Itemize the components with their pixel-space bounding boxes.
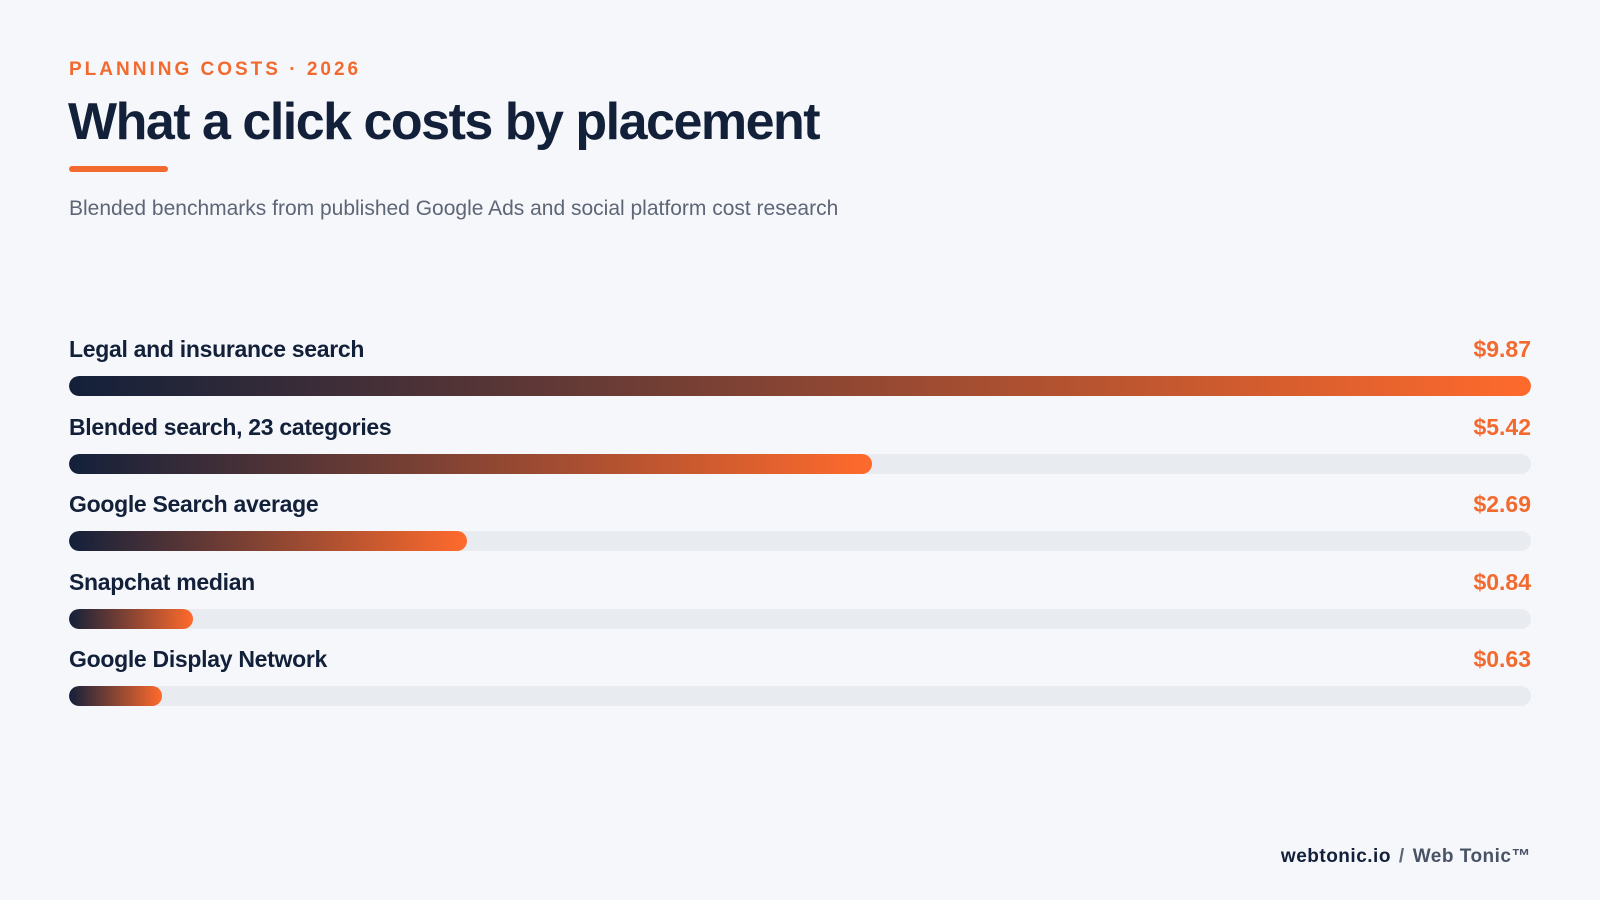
bar-track — [69, 453, 1531, 474]
bar-label: Snapchat median — [69, 568, 255, 595]
bar-label: Blended search, 23 categories — [69, 413, 392, 440]
footer-brand: Web Tonic™ — [1412, 846, 1531, 867]
footer-credit: webtonic.io / Web Tonic™ — [1281, 846, 1531, 868]
bar-value-label: $5.42 — [1473, 413, 1531, 440]
bar-chart: Legal and insurance search $9.87 Blended s… — [69, 336, 1531, 724]
page-title: What a click costs by placement — [68, 93, 821, 151]
bar-fill — [69, 453, 872, 474]
bar-label: Google Display Network — [69, 646, 327, 672]
bar-label: Legal and insurance search — [69, 336, 365, 362]
bar-row: Snapchat median $0.84 — [69, 569, 1531, 647]
bar-fill — [69, 608, 194, 629]
bar-track — [69, 376, 1531, 396]
bar-track — [69, 531, 1531, 551]
bar-row: Google Search average $2.69 — [69, 491, 1531, 569]
bar-track — [69, 608, 1531, 629]
bar-value-label: $2.69 — [1473, 491, 1531, 517]
bar-row: Google Display Network $0.63 — [69, 646, 1531, 724]
bar-value-label: $0.63 — [1473, 646, 1531, 672]
eyebrow-label: PLANNING COSTS · 2026 — [69, 59, 362, 80]
footer-separator: / — [1398, 846, 1405, 867]
accent-underline — [69, 166, 168, 172]
bar-fill — [69, 376, 1531, 396]
bar-row: Blended search, 23 categories $5.42 — [69, 414, 1531, 492]
bar-fill — [69, 686, 163, 706]
bar-value-label: $9.87 — [1473, 336, 1531, 362]
bar-row: Legal and insurance search $9.87 — [69, 336, 1531, 414]
bar-label: Google Search average — [69, 491, 319, 517]
footer-site[interactable]: webtonic.io — [1280, 846, 1391, 867]
bar-track — [69, 686, 1531, 706]
page-subtitle: Blended benchmarks from published Google… — [69, 197, 839, 220]
bar-fill — [69, 531, 468, 551]
bar-value-label: $0.84 — [1473, 568, 1531, 595]
